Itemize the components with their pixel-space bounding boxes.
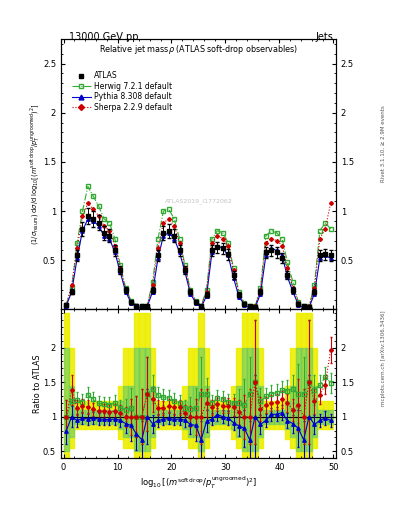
X-axis label: $\log_{10}[(m^{\mathrm{soft\,drop}}/p_T^{\mathrm{ungroomed}})^2]$: $\log_{10}[(m^{\mathrm{soft\,drop}}/p_T^…: [140, 475, 257, 491]
Text: Relative jet mass$\rho$ (ATLAS soft-drop observables): Relative jet mass$\rho$ (ATLAS soft-drop…: [99, 43, 298, 56]
Text: Jets: Jets: [316, 32, 333, 42]
Y-axis label: $(1/\sigma_\mathrm{resum})$ d$\sigma$/d log$_{10}$[$(m^{\mathrm{soft\,drop}}/p_T: $(1/\sigma_\mathrm{resum})$ d$\sigma$/d …: [28, 103, 42, 245]
Text: mcplots.cern.ch [arXiv:1306.3436]: mcplots.cern.ch [arXiv:1306.3436]: [381, 311, 386, 406]
Legend: ATLAS, Herwig 7.2.1 default, Pythia 8.308 default, Sherpa 2.2.9 default: ATLAS, Herwig 7.2.1 default, Pythia 8.30…: [70, 70, 174, 114]
Text: Rivet 3.1.10, ≥ 2.9M events: Rivet 3.1.10, ≥ 2.9M events: [381, 105, 386, 182]
Text: ATLAS2019_I1772062: ATLAS2019_I1772062: [165, 198, 232, 204]
Text: 13000 GeV pp: 13000 GeV pp: [69, 32, 138, 42]
Y-axis label: Ratio to ATLAS: Ratio to ATLAS: [33, 354, 42, 413]
